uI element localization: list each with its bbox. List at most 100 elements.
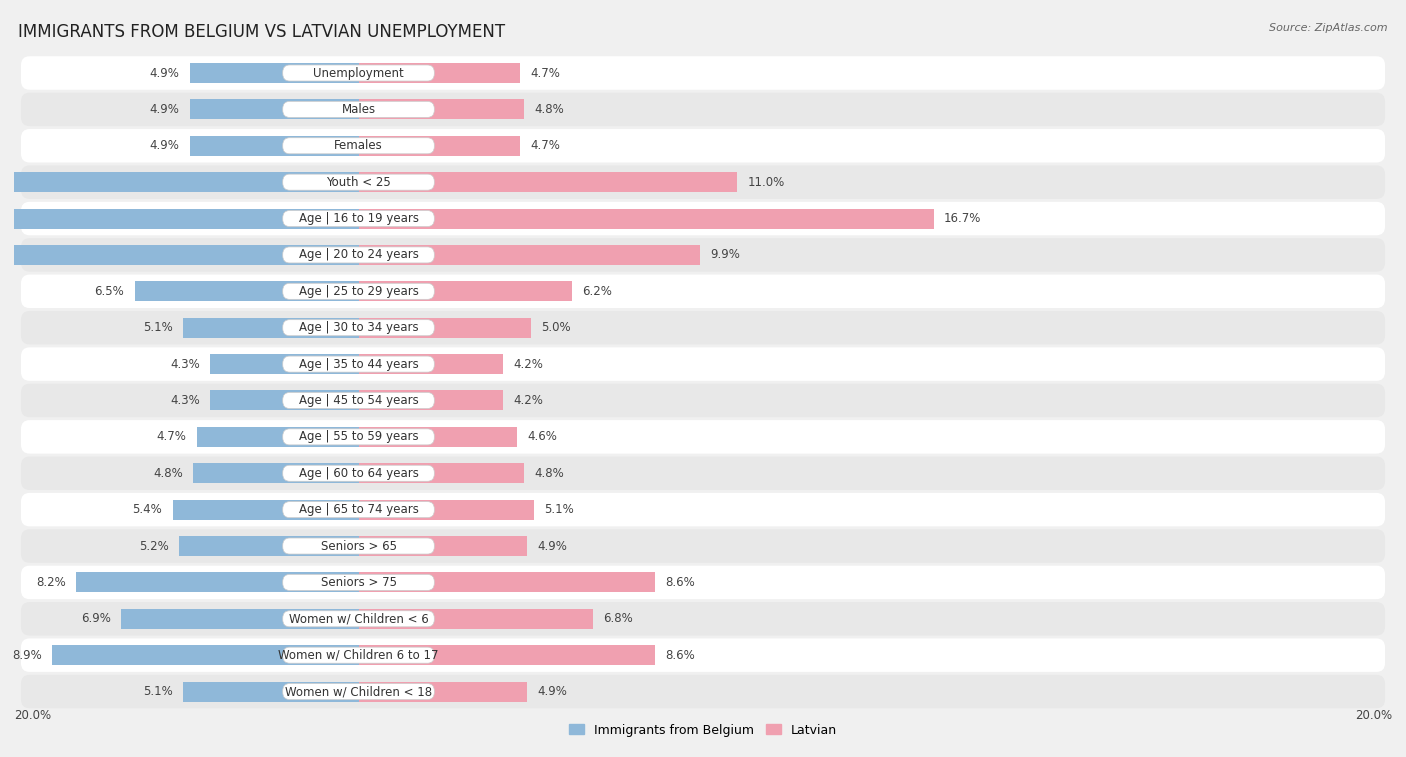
Bar [359, 99, 524, 120]
Text: 6.9%: 6.9% [80, 612, 111, 625]
Text: 8.9%: 8.9% [11, 649, 42, 662]
Bar [359, 282, 572, 301]
Bar [190, 99, 359, 120]
Bar [135, 282, 359, 301]
Text: 4.2%: 4.2% [513, 394, 543, 407]
Text: 20.0%: 20.0% [14, 709, 51, 721]
Text: Youth < 25: Youth < 25 [326, 176, 391, 188]
FancyBboxPatch shape [21, 56, 1385, 90]
FancyBboxPatch shape [283, 65, 434, 81]
Text: Age | 65 to 74 years: Age | 65 to 74 years [298, 503, 419, 516]
Bar [190, 63, 359, 83]
FancyBboxPatch shape [21, 166, 1385, 199]
FancyBboxPatch shape [21, 493, 1385, 526]
Text: 8.6%: 8.6% [665, 576, 695, 589]
Text: 4.9%: 4.9% [149, 103, 180, 116]
Bar [359, 463, 524, 483]
Bar [211, 391, 359, 410]
Text: Source: ZipAtlas.com: Source: ZipAtlas.com [1270, 23, 1388, 33]
Text: 4.9%: 4.9% [537, 685, 568, 698]
Text: 5.2%: 5.2% [139, 540, 169, 553]
Text: 6.5%: 6.5% [94, 285, 124, 298]
Bar [359, 500, 534, 519]
FancyBboxPatch shape [283, 575, 434, 590]
Bar [211, 354, 359, 374]
Text: Seniors > 75: Seniors > 75 [321, 576, 396, 589]
Text: Women w/ Children 6 to 17: Women w/ Children 6 to 17 [278, 649, 439, 662]
FancyBboxPatch shape [21, 238, 1385, 272]
FancyBboxPatch shape [283, 138, 434, 154]
Text: 4.7%: 4.7% [156, 431, 186, 444]
Bar [359, 318, 531, 338]
Text: Age | 60 to 64 years: Age | 60 to 64 years [298, 467, 419, 480]
Text: Age | 25 to 29 years: Age | 25 to 29 years [298, 285, 419, 298]
Text: 4.9%: 4.9% [537, 540, 568, 553]
Bar [359, 354, 503, 374]
Bar [359, 245, 700, 265]
Text: 4.8%: 4.8% [153, 467, 183, 480]
Bar [359, 427, 517, 447]
FancyBboxPatch shape [283, 466, 434, 481]
Text: 8.2%: 8.2% [37, 576, 66, 589]
FancyBboxPatch shape [21, 602, 1385, 636]
Text: 6.2%: 6.2% [582, 285, 612, 298]
FancyBboxPatch shape [21, 529, 1385, 562]
FancyBboxPatch shape [21, 420, 1385, 453]
Text: Age | 55 to 59 years: Age | 55 to 59 years [298, 431, 419, 444]
Bar [121, 609, 359, 629]
Text: 5.1%: 5.1% [544, 503, 574, 516]
Text: 4.6%: 4.6% [527, 431, 557, 444]
Text: 4.3%: 4.3% [170, 357, 200, 371]
Text: Age | 20 to 24 years: Age | 20 to 24 years [298, 248, 419, 261]
Bar [190, 136, 359, 156]
FancyBboxPatch shape [283, 502, 434, 518]
Bar [52, 645, 359, 665]
FancyBboxPatch shape [21, 202, 1385, 235]
Text: 5.1%: 5.1% [143, 321, 173, 334]
Bar [76, 572, 359, 593]
Text: 4.7%: 4.7% [531, 139, 561, 152]
FancyBboxPatch shape [283, 210, 434, 226]
FancyBboxPatch shape [21, 347, 1385, 381]
Text: Age | 45 to 54 years: Age | 45 to 54 years [298, 394, 419, 407]
FancyBboxPatch shape [21, 384, 1385, 417]
Text: 5.1%: 5.1% [143, 685, 173, 698]
Bar [359, 172, 738, 192]
Text: Age | 30 to 34 years: Age | 30 to 34 years [298, 321, 419, 334]
Text: 20.0%: 20.0% [1355, 709, 1392, 721]
Text: Unemployment: Unemployment [314, 67, 404, 79]
FancyBboxPatch shape [283, 392, 434, 409]
FancyBboxPatch shape [283, 174, 434, 190]
Bar [197, 427, 359, 447]
Bar [0, 208, 359, 229]
Text: Age | 35 to 44 years: Age | 35 to 44 years [298, 357, 419, 371]
Bar [183, 681, 359, 702]
Text: Women w/ Children < 6: Women w/ Children < 6 [288, 612, 429, 625]
Text: 4.8%: 4.8% [534, 467, 564, 480]
FancyBboxPatch shape [283, 319, 434, 335]
Bar [359, 681, 527, 702]
Text: 11.0%: 11.0% [748, 176, 785, 188]
Text: 4.2%: 4.2% [513, 357, 543, 371]
Bar [183, 318, 359, 338]
Bar [0, 245, 359, 265]
Text: 4.9%: 4.9% [149, 67, 180, 79]
Text: 16.7%: 16.7% [945, 212, 981, 225]
FancyBboxPatch shape [283, 356, 434, 372]
Bar [359, 536, 527, 556]
FancyBboxPatch shape [283, 247, 434, 263]
FancyBboxPatch shape [283, 283, 434, 299]
FancyBboxPatch shape [283, 429, 434, 445]
FancyBboxPatch shape [283, 684, 434, 699]
FancyBboxPatch shape [283, 647, 434, 663]
Bar [359, 136, 520, 156]
Text: IMMIGRANTS FROM BELGIUM VS LATVIAN UNEMPLOYMENT: IMMIGRANTS FROM BELGIUM VS LATVIAN UNEMP… [18, 23, 505, 41]
FancyBboxPatch shape [21, 456, 1385, 490]
Bar [359, 609, 593, 629]
Text: Seniors > 65: Seniors > 65 [321, 540, 396, 553]
Text: Males: Males [342, 103, 375, 116]
FancyBboxPatch shape [21, 674, 1385, 709]
Text: 5.4%: 5.4% [132, 503, 162, 516]
Bar [0, 172, 359, 192]
Bar [359, 63, 520, 83]
